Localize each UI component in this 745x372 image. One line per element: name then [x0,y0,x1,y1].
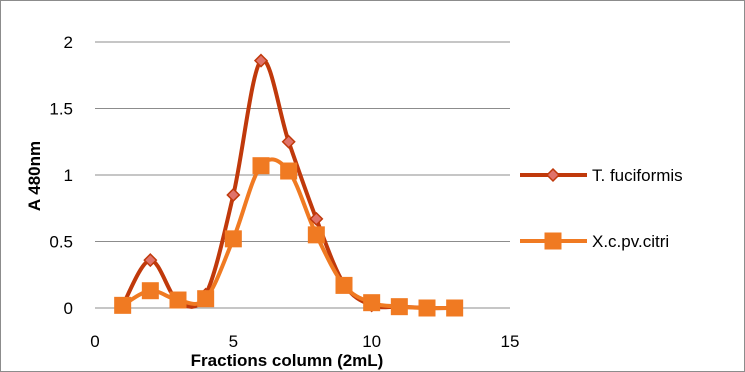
data-point-x-c-pv-citri [224,230,242,248]
legend-label-x-c-pv-citri: X.c.pv.citri [592,232,669,251]
x-tick-label: 5 [229,332,238,351]
data-point-x-c-pv-citri [418,299,436,317]
y-tick-label: 1 [64,166,73,185]
y-tick-label: 0 [64,299,73,318]
data-point-x-c-pv-citri [280,162,298,180]
x-tick-label: 15 [501,332,520,351]
x-tick-label: 0 [90,332,99,351]
series-line-x-c-pv-citri [121,157,455,311]
series-markers [114,53,464,317]
data-point-x-c-pv-citri [169,291,187,309]
y-tick-label: 1.5 [49,100,73,119]
series-lines [120,57,455,311]
data-point-t-fuciformis [143,253,158,268]
y-axis-title: A 480nm [25,141,44,211]
legend-marker-t-fuciformis [545,167,561,183]
data-point-x-c-pv-citri [307,226,325,244]
legend-label-t-fuciformis: T. fuciformis [592,166,683,185]
data-point-x-c-pv-citri [363,294,381,312]
x-axis-title: Fractions column (2mL) [191,351,384,370]
y-tick-label: 0.5 [49,233,73,252]
legend: T. fuciformis X.c.pv.citri [520,166,683,251]
data-point-t-fuciformis [281,134,296,149]
data-point-x-c-pv-citri [446,299,464,317]
gridlines [95,41,510,242]
data-point-t-fuciformis [253,53,269,68]
data-point-x-c-pv-citri [335,276,353,294]
x-tick-labels: 0 5 10 15 [90,332,519,351]
data-point-x-c-pv-citri [197,290,215,308]
data-point-x-c-pv-citri [141,282,159,300]
y-tick-labels: 0 0.5 1 1.5 2 [49,33,73,318]
y-tick-label: 2 [64,33,73,52]
data-point-x-c-pv-citri [390,298,408,316]
x-tick-label: 10 [362,332,381,351]
data-point-x-c-pv-citri [114,296,132,314]
legend-marker-x-c-pv-citri [544,232,562,250]
data-point-x-c-pv-citri [252,157,270,175]
data-point-t-fuciformis [226,187,241,203]
series-line-t-fuciformis [120,57,455,311]
data-point-t-fuciformis [309,211,324,226]
